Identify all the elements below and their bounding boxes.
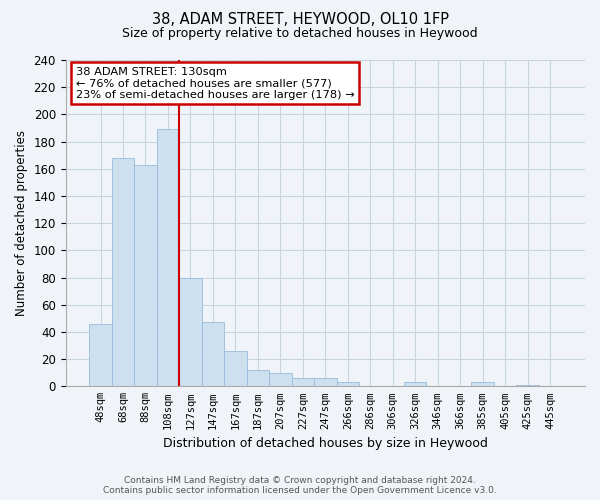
Bar <box>202 322 224 386</box>
Text: Contains HM Land Registry data © Crown copyright and database right 2024.
Contai: Contains HM Land Registry data © Crown c… <box>103 476 497 495</box>
Bar <box>157 130 179 386</box>
Bar <box>404 382 427 386</box>
Bar <box>179 278 202 386</box>
Bar <box>292 378 314 386</box>
Text: Size of property relative to detached houses in Heywood: Size of property relative to detached ho… <box>122 28 478 40</box>
Bar <box>517 385 539 386</box>
Bar <box>224 351 247 386</box>
Bar <box>314 378 337 386</box>
Bar <box>134 164 157 386</box>
Bar <box>89 324 112 386</box>
X-axis label: Distribution of detached houses by size in Heywood: Distribution of detached houses by size … <box>163 437 488 450</box>
Y-axis label: Number of detached properties: Number of detached properties <box>15 130 28 316</box>
Bar <box>472 382 494 386</box>
Bar <box>269 372 292 386</box>
Text: 38, ADAM STREET, HEYWOOD, OL10 1FP: 38, ADAM STREET, HEYWOOD, OL10 1FP <box>151 12 449 28</box>
Text: 38 ADAM STREET: 130sqm
← 76% of detached houses are smaller (577)
23% of semi-de: 38 ADAM STREET: 130sqm ← 76% of detached… <box>76 66 355 100</box>
Bar <box>247 370 269 386</box>
Bar <box>337 382 359 386</box>
Bar <box>112 158 134 386</box>
